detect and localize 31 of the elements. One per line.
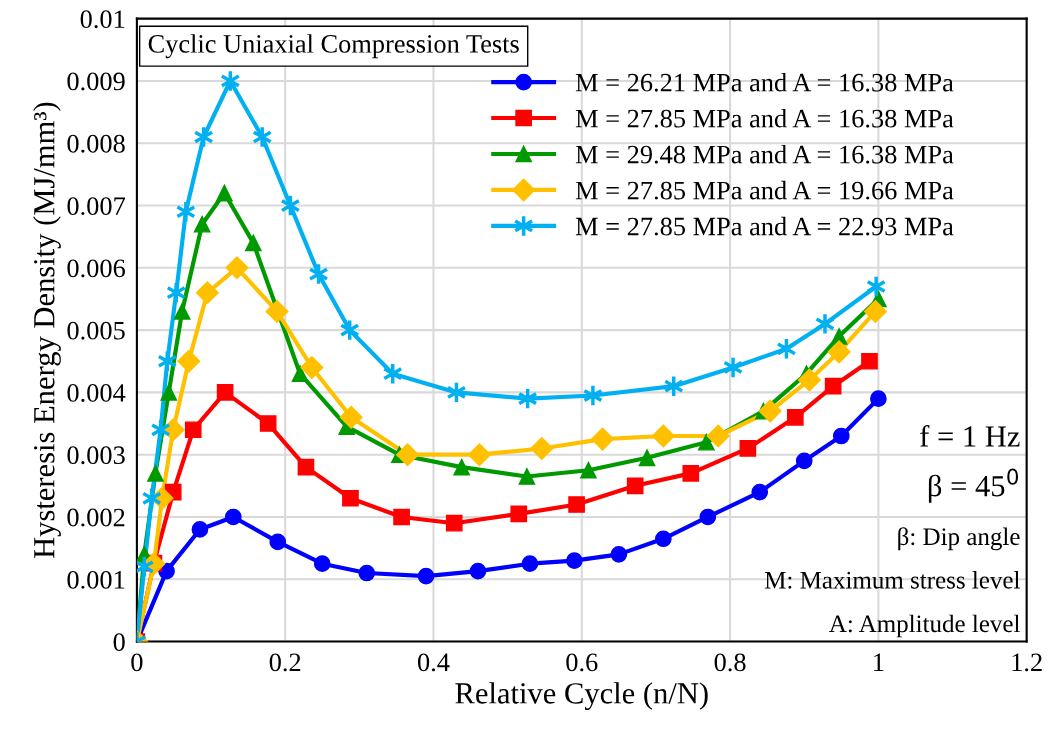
annotation: β: Dip angle	[898, 527, 1020, 551]
annotation: f = 1 Hz	[920, 424, 1020, 447]
legend-label: M = 27.85 MPa and A = 22.93 MPa	[575, 216, 954, 236]
y-axis-title: Hysteresis Energy Density (MJ/mm³)	[33, 102, 61, 559]
annotation: A: Amplitude level	[829, 614, 1020, 638]
y-tick-label: 0.007	[67, 197, 126, 216]
x-tick-label: 0	[131, 653, 143, 672]
legend-label: M = 27.85 MPa and A = 16.38 MPa	[575, 108, 954, 128]
y-tick-label: 0.005	[67, 321, 125, 340]
x-tick-label: 1.2	[1012, 653, 1042, 672]
y-tick-label: 0.009	[67, 72, 125, 91]
legend-label: M = 27.85 MPa and A = 19.66 MPa	[575, 180, 954, 200]
y-tick-label: 0.001	[67, 570, 125, 589]
x-tick-label: 0.6	[566, 653, 598, 672]
y-tick-label: 0.004	[67, 384, 126, 402]
x-axis-title: Relative Cycle (n/N)	[455, 682, 708, 710]
text: Cyclic Uniaxial Compression Tests	[148, 34, 519, 59]
y-tick-label: 0.01	[80, 10, 125, 29]
y-tick-label: 0	[113, 633, 125, 651]
y-tick-label: 0.002	[67, 508, 125, 527]
annotation: β = 45$^{0}$	[928, 468, 1019, 503]
legend-label: M = 29.48 MPa and A = 16.38 MPa	[575, 144, 954, 164]
x-tick-label: 0.4	[418, 653, 450, 672]
annotation: M: Maximum stress level	[764, 571, 1020, 589]
x-tick-label: 0.2	[269, 653, 301, 672]
y-tick-label: 0.006	[67, 259, 125, 278]
x-tick-label: 0.8	[714, 653, 746, 672]
legend-label: M = 26.21 MPa and A = 16.38 MPa	[575, 72, 954, 92]
y-tick-label: 0.008	[67, 134, 125, 153]
y-tick-label: 0.003	[67, 446, 125, 465]
x-tick-label: 1	[874, 653, 884, 671]
